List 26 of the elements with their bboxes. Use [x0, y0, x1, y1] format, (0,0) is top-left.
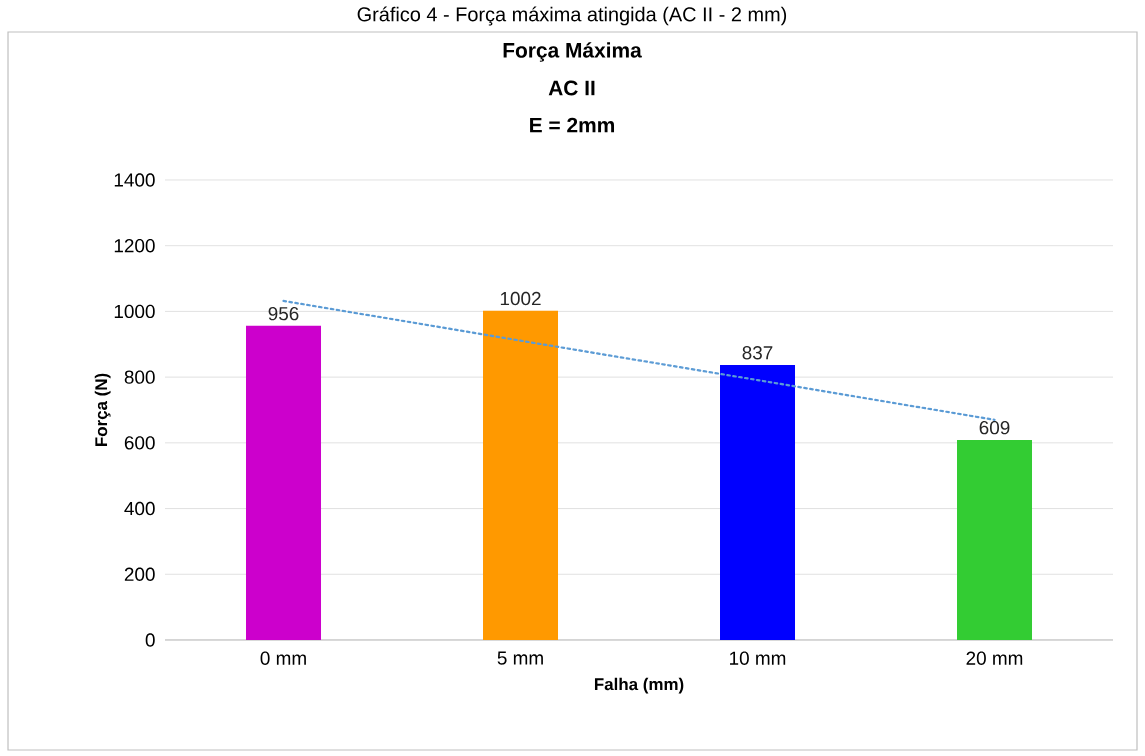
bar	[720, 364, 796, 640]
bar	[957, 439, 1033, 640]
data-label: 956	[268, 306, 299, 321]
chart-title: Força Máxima	[503, 42, 642, 62]
x-tick-label: 5 mm	[497, 651, 543, 665]
x-tick-label: 0 mm	[260, 651, 306, 665]
data-label: 609	[979, 420, 1010, 435]
bar	[483, 310, 559, 640]
y-tick-label: 1400	[114, 173, 155, 187]
y-tick-label: 600	[124, 436, 155, 450]
y-axis-title: Força (N)	[94, 373, 111, 447]
text: E = 2mm	[530, 117, 615, 133]
data-label: 1002	[500, 291, 541, 306]
bar	[246, 325, 322, 640]
y-tick-label: 800	[124, 370, 155, 384]
data-label: 837	[742, 346, 773, 360]
x-tick-label: 10 mm	[730, 651, 786, 665]
y-tick-label: 0	[145, 633, 155, 647]
y-tick-label: 200	[124, 567, 155, 581]
x-tick-label: 20 mm	[966, 651, 1023, 665]
x-axis-title: Falha (mm)	[594, 677, 684, 694]
chart-subtitle: AC II	[548, 80, 595, 96]
y-tick-label: 1200	[114, 239, 155, 253]
y-tick-label: 1000	[114, 304, 155, 319]
y-tick-label: 400	[124, 501, 155, 516]
text: Gráfico 4 - Força máxima atingida (AC II - 2 mm)	[357, 6, 787, 26]
